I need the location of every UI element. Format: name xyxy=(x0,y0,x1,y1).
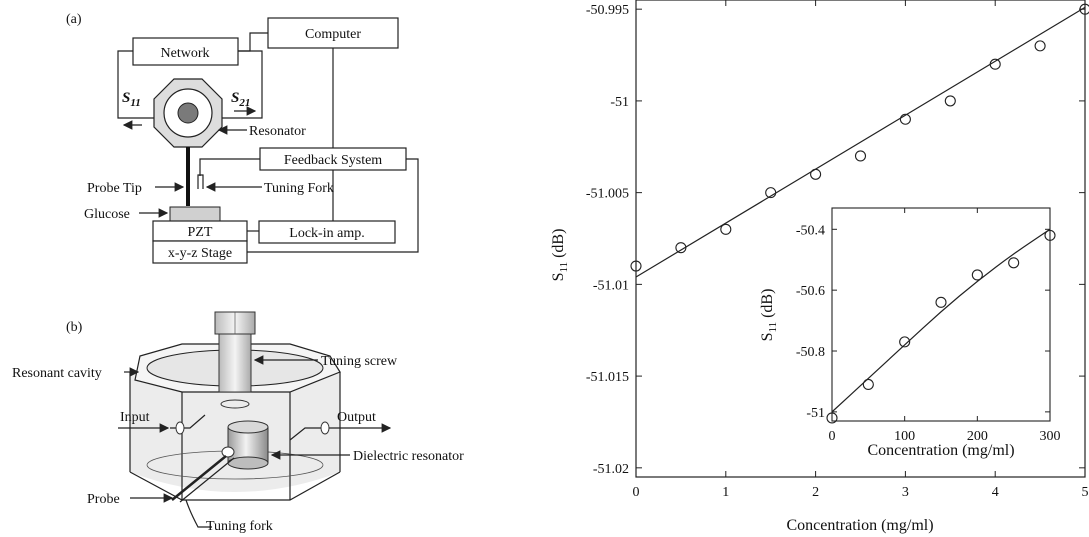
main-data-point xyxy=(944,95,956,107)
input-label: Input xyxy=(120,410,150,425)
s21-line xyxy=(218,50,263,119)
main-x-axis-title: Concentration (mg/ml) xyxy=(786,517,933,534)
inset-y-axis-title: S11 (dB) xyxy=(759,289,779,342)
main-y-axis-title: S11 (dB) xyxy=(550,229,570,282)
feedback-fork-line xyxy=(199,158,260,176)
panel-label-b: (b) xyxy=(66,320,83,335)
main-data-point xyxy=(675,242,687,254)
inset-plot-frame xyxy=(831,207,1051,422)
main-data-point xyxy=(630,260,642,272)
feedback-stage-line xyxy=(247,158,419,253)
inset-x-tick-label: 100 xyxy=(894,429,915,444)
main-y-tick-label: -51.01 xyxy=(593,278,629,293)
main-x-tick-label: 5 xyxy=(1082,485,1089,500)
inset-data-point xyxy=(935,296,947,308)
dielectric-bottom xyxy=(227,456,269,470)
resonator-label: Resonator xyxy=(249,124,306,139)
inset-y-tick-label: -50.8 xyxy=(796,345,825,360)
main-x-tick-label: 4 xyxy=(992,485,999,500)
screw-ring xyxy=(220,399,250,409)
inset-chart: 0 100 200 300 -50.4 -50.6 -50.8 -51 Concentrati… xyxy=(759,200,1071,463)
resonator-core xyxy=(177,102,199,124)
main-y-tick-label: -51.02 xyxy=(593,462,629,477)
probe-label: Probe xyxy=(87,492,120,507)
inset-data-point xyxy=(1008,257,1020,269)
inset-y-tick-label: -50.6 xyxy=(796,284,825,299)
inset-y-tick-label: -50.4 xyxy=(796,223,825,238)
probe-rod xyxy=(171,455,227,501)
main-data-point xyxy=(765,187,777,199)
inset-y-tick-label: -51 xyxy=(806,406,825,421)
inset-data-point xyxy=(826,412,838,424)
inset-data-point xyxy=(862,378,874,391)
cavity-bottom xyxy=(129,471,341,501)
tuning-fork-rod xyxy=(179,457,235,503)
main-plot-frame xyxy=(635,0,1086,478)
s11-label: S11 xyxy=(122,90,141,109)
main-data-point xyxy=(810,168,822,180)
probe-tip-label: Probe Tip xyxy=(87,181,142,196)
network-label: Network xyxy=(161,46,210,61)
main-data-point xyxy=(899,113,911,125)
diagram-b: (b) Tuning screw Dielectric resonator In… xyxy=(12,311,464,534)
main-data-point xyxy=(1034,40,1046,52)
main-x-tick-label: 3 xyxy=(902,485,909,500)
tuning-fork-leader xyxy=(185,499,212,528)
main-y-tick-label: -50.995 xyxy=(586,3,629,18)
main-data-point xyxy=(989,58,1001,70)
main-data-point xyxy=(854,150,867,162)
main-x-tick-label: 0 xyxy=(633,485,640,500)
main-x-tick-label: 1 xyxy=(722,485,729,500)
diagram-a: (a) Network Computer S11 S21 Resonator F… xyxy=(66,12,419,264)
glucose-label: Glucose xyxy=(84,207,130,222)
tuning-fork-label: Tuning Fork xyxy=(264,181,334,196)
tuning-fork-shape xyxy=(197,174,204,189)
main-data-point xyxy=(1079,3,1089,15)
computer-label: Computer xyxy=(305,27,361,42)
feedback-label: Feedback System xyxy=(284,153,382,168)
panel-label-a: (a) xyxy=(66,12,82,27)
s11-line xyxy=(117,50,158,119)
inset-x-tick-label: 300 xyxy=(1040,429,1061,444)
lockin-box xyxy=(258,220,396,244)
tuning-screw-label: Tuning screw xyxy=(321,354,398,369)
glucose-sample xyxy=(169,206,221,222)
network-computer-line xyxy=(238,32,268,52)
inset-data-point xyxy=(1044,229,1056,241)
lockin-label: Lock-in amp. xyxy=(289,226,364,241)
main-y-tick-label: -51.005 xyxy=(586,187,629,202)
resonant-cavity-label: Resonant cavity xyxy=(12,366,102,381)
output-label: Output xyxy=(337,410,376,425)
inset-data-point xyxy=(899,336,911,348)
inset-x-tick-label: 200 xyxy=(967,429,988,444)
input-port xyxy=(175,421,185,435)
computer-box xyxy=(267,17,399,49)
probe-port xyxy=(221,446,235,458)
inset-x-axis-title: Concentration (mg/ml) xyxy=(867,442,1014,459)
tuning-fork-b-label: Tuning fork xyxy=(206,519,273,534)
inset-x-tick-label: 0 xyxy=(829,429,836,444)
main-x-tick-label: 2 xyxy=(812,485,819,500)
pzt-label: PZT xyxy=(188,225,213,240)
main-y-tick-label: -51 xyxy=(610,95,629,110)
inset-bg xyxy=(788,200,1071,463)
main-fit-line xyxy=(635,6,1086,278)
main-y-tick-label: -51.015 xyxy=(586,370,629,385)
main-data-point xyxy=(720,223,732,235)
inset-data-point xyxy=(971,269,983,281)
s21-label: S21 xyxy=(231,90,250,109)
inset-fit-line xyxy=(831,228,1051,413)
main-chart: 0 1 2 3 4 5 -50.995 -51 -51.005 -51.01 -51.015 -51.… xyxy=(550,0,1089,534)
dielectric-top xyxy=(227,420,269,434)
output-port xyxy=(320,421,330,435)
stage-label: x-y-z Stage xyxy=(168,246,232,261)
dielectric-label: Dielectric resonator xyxy=(353,449,464,464)
